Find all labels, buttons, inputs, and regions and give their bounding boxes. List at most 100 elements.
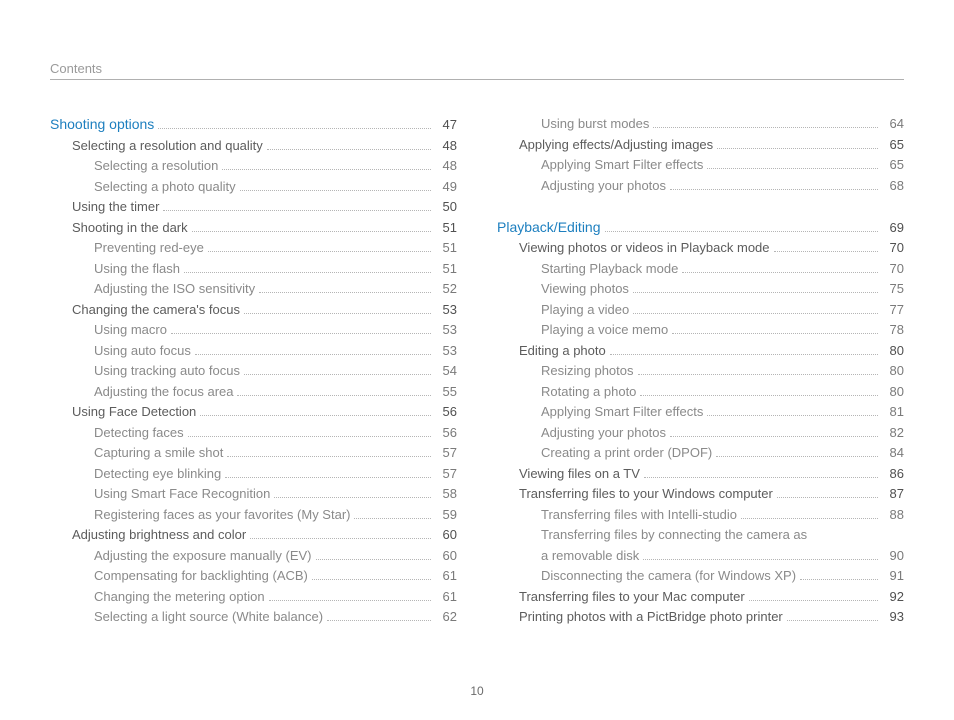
toc-title: Using auto focus bbox=[94, 341, 191, 362]
toc-leader bbox=[163, 210, 431, 211]
toc-page: 65 bbox=[882, 135, 904, 156]
toc-row: Detecting eye blinking57 bbox=[50, 464, 457, 485]
toc-page: 49 bbox=[435, 177, 457, 198]
toc-title: Viewing photos or videos in Playback mod… bbox=[519, 238, 770, 259]
toc-row[interactable]: Shooting options47 bbox=[50, 114, 457, 136]
toc-leader bbox=[644, 477, 878, 478]
toc-page: 80 bbox=[882, 361, 904, 382]
toc-title: Using the timer bbox=[72, 197, 159, 218]
toc-row: Changing the camera's focus 53 bbox=[50, 300, 457, 321]
toc-leader bbox=[208, 251, 431, 252]
toc-title: Adjusting brightness and color bbox=[72, 525, 246, 546]
toc-row: Selecting a resolution48 bbox=[50, 156, 457, 177]
toc-title: Selecting a light source (White balance) bbox=[94, 607, 323, 628]
toc-title: Using tracking auto focus bbox=[94, 361, 240, 382]
toc-leader bbox=[682, 272, 878, 273]
toc-row: Viewing files on a TV86 bbox=[497, 464, 904, 485]
toc-row: Using Face Detection56 bbox=[50, 402, 457, 423]
toc-row: Using macro53 bbox=[50, 320, 457, 341]
toc-row: Shooting in the dark 51 bbox=[50, 218, 457, 239]
toc-page: 60 bbox=[435, 525, 457, 546]
toc-title: Adjusting the exposure manually (EV) bbox=[94, 546, 312, 567]
toc-row[interactable]: Playback/Editing69 bbox=[497, 217, 904, 239]
toc-page: 84 bbox=[882, 443, 904, 464]
toc-leader bbox=[200, 415, 431, 416]
toc-page: 82 bbox=[882, 423, 904, 444]
toc-leader bbox=[777, 497, 878, 498]
toc-title: Playback/Editing bbox=[497, 217, 601, 238]
toc-row: Using auto focus 53 bbox=[50, 341, 457, 362]
toc-title: Selecting a resolution bbox=[94, 156, 218, 177]
toc-leader bbox=[716, 456, 878, 457]
toc-leader bbox=[605, 231, 878, 232]
toc-page: 65 bbox=[882, 155, 904, 176]
toc-page: 93 bbox=[882, 607, 904, 628]
toc-row: Using Smart Face Recognition58 bbox=[50, 484, 457, 505]
toc-row: Transferring files to your Windows compu… bbox=[497, 484, 904, 505]
toc-row: Editing a photo80 bbox=[497, 341, 904, 362]
toc-row: Adjusting brightness and color 60 bbox=[50, 525, 457, 546]
toc-page: 52 bbox=[435, 279, 457, 300]
toc-title: Selecting a resolution and quality bbox=[72, 136, 263, 157]
toc-row: Adjusting your photos68 bbox=[497, 176, 904, 197]
toc-page: 70 bbox=[882, 259, 904, 280]
toc-leader bbox=[653, 127, 878, 128]
toc-title: Using burst modes bbox=[541, 114, 649, 135]
toc-page: 53 bbox=[435, 341, 457, 362]
toc-row: Adjusting the ISO sensitivity52 bbox=[50, 279, 457, 300]
toc-title: a removable disk bbox=[541, 546, 639, 567]
toc-leader bbox=[741, 518, 878, 519]
toc-title: Applying Smart Filter effects bbox=[541, 155, 703, 176]
toc-row: Selecting a resolution and quality48 bbox=[50, 136, 457, 157]
toc-row: Creating a print order (DPOF)84 bbox=[497, 443, 904, 464]
toc-page: 51 bbox=[435, 259, 457, 280]
toc-leader bbox=[195, 354, 431, 355]
toc-page: 80 bbox=[882, 382, 904, 403]
toc-title: Transferring files with Intelli-studio bbox=[541, 505, 737, 526]
toc-row: Preventing red-eye51 bbox=[50, 238, 457, 259]
toc-page: 78 bbox=[882, 320, 904, 341]
page-number: 10 bbox=[0, 684, 954, 698]
toc-title: Transferring files by connecting the cam… bbox=[541, 525, 807, 546]
toc-row: Transferring files by connecting the cam… bbox=[497, 525, 904, 546]
toc-title: Compensating for backlighting (ACB) bbox=[94, 566, 308, 587]
toc-title: Shooting in the dark bbox=[72, 218, 188, 239]
toc-title: Editing a photo bbox=[519, 341, 606, 362]
toc-title: Using Face Detection bbox=[72, 402, 196, 423]
toc-leader bbox=[267, 149, 431, 150]
toc-leader bbox=[188, 436, 431, 437]
toc-left-column: Shooting options47Selecting a resolution… bbox=[50, 114, 457, 628]
toc-page: 77 bbox=[882, 300, 904, 321]
toc-leader bbox=[244, 313, 431, 314]
toc-leader bbox=[640, 395, 878, 396]
toc-leader bbox=[184, 272, 431, 273]
toc-row: Using tracking auto focus 54 bbox=[50, 361, 457, 382]
toc-title: Changing the metering option bbox=[94, 587, 265, 608]
toc-row: Using the timer50 bbox=[50, 197, 457, 218]
toc-title: Adjusting your photos bbox=[541, 176, 666, 197]
toc-title: Registering faces as your favorites (My … bbox=[94, 505, 350, 526]
toc-row: Using the flash51 bbox=[50, 259, 457, 280]
toc-page: 54 bbox=[435, 361, 457, 382]
toc-page: 53 bbox=[435, 300, 457, 321]
toc-row: Printing photos with a PictBridge photo … bbox=[497, 607, 904, 628]
toc-spacer bbox=[497, 196, 904, 217]
toc-title: Applying Smart Filter effects bbox=[541, 402, 703, 423]
toc-page: 51 bbox=[435, 218, 457, 239]
toc-title: Changing the camera's focus bbox=[72, 300, 240, 321]
toc-page: 59 bbox=[435, 505, 457, 526]
toc-leader bbox=[269, 600, 431, 601]
toc-row: Viewing photos75 bbox=[497, 279, 904, 300]
toc-leader bbox=[192, 231, 431, 232]
toc-leader bbox=[707, 415, 878, 416]
toc-row: Applying Smart Filter effects81 bbox=[497, 402, 904, 423]
toc-title: Viewing files on a TV bbox=[519, 464, 640, 485]
toc-page: 62 bbox=[435, 607, 457, 628]
toc-row: Detecting faces56 bbox=[50, 423, 457, 444]
toc-page: 61 bbox=[435, 566, 457, 587]
toc-page: 64 bbox=[882, 114, 904, 135]
toc-row: Capturing a smile shot57 bbox=[50, 443, 457, 464]
toc-row: Viewing photos or videos in Playback mod… bbox=[497, 238, 904, 259]
toc-page: 56 bbox=[435, 423, 457, 444]
toc-page: 51 bbox=[435, 238, 457, 259]
